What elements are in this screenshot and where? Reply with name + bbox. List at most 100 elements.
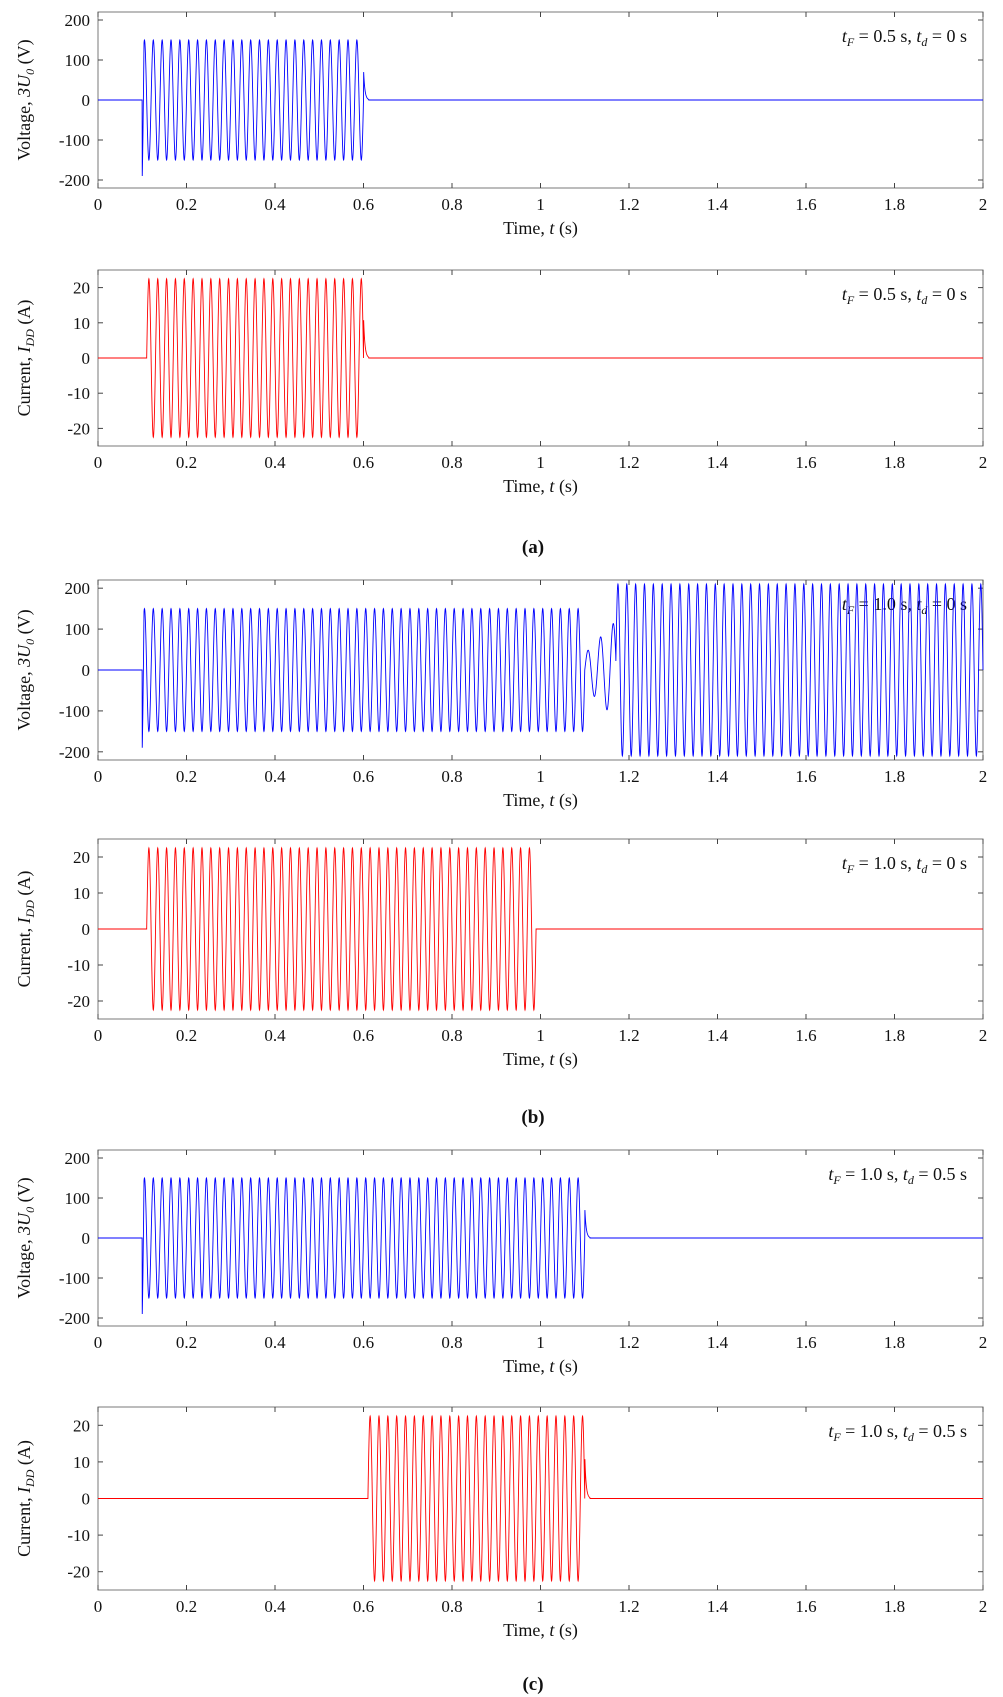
x-tick-label: 2	[979, 767, 988, 786]
y-tick-label: 200	[65, 11, 91, 30]
y-tick-label: 10	[73, 1453, 90, 1472]
chart-a-voltage: 0 0.2 0.4 0.6 0.8 1 1.2 1.4 1.6 1.8 2 200 100 0 -100 -2…	[14, 11, 987, 239]
x-axis-label: Time, t (s)	[503, 1049, 578, 1070]
caption-c: (c)	[522, 1674, 543, 1695]
x-tick-label: 0.2	[176, 767, 197, 786]
y-tick-label: -100	[59, 1269, 90, 1288]
y-tick-label: 200	[65, 1149, 91, 1168]
x-tick-label: 0	[94, 767, 103, 786]
x-axis-label: Time, t (s)	[503, 790, 578, 811]
chart-c-voltage: 0 0.2 0.4 0.6 0.8 1 1.2 1.4 1.6 1.8 2 200 100 0 -100 -2…	[14, 1149, 987, 1377]
series-line-current	[98, 1414, 983, 1583]
x-tick-label: 0	[94, 195, 103, 214]
x-axis-label: Time, t (s)	[503, 1356, 578, 1377]
y-tick-label: 100	[65, 620, 91, 639]
chart-a-current: 0 0.2 0.4 0.6 0.8 1 1.2 1.4 1.6 1.8 2 20 10 0 -10 -20 Ti…	[14, 269, 988, 497]
x-tick-label: 1.2	[618, 767, 639, 786]
x-tick-label: 0.6	[353, 767, 374, 786]
y-tick-label: 0	[82, 1229, 91, 1248]
x-tick-label: 1	[536, 195, 545, 214]
x-tick-label: 0.2	[176, 453, 197, 472]
x-tick-label: 1.6	[795, 767, 816, 786]
x-tick-label: 0.6	[353, 195, 374, 214]
x-tick-label: 1.2	[618, 1597, 639, 1616]
x-tick-label: 0.4	[264, 195, 286, 214]
x-tick-label: 1.4	[707, 1026, 729, 1045]
annotation: tF = 1.0 s, td = 0.5 s	[828, 1421, 967, 1444]
y-tick-label: -20	[67, 1563, 90, 1582]
y-tick-label: -100	[59, 131, 90, 150]
y-tick-label: -20	[67, 419, 90, 438]
x-tick-label: 0.4	[264, 453, 286, 472]
x-tick-label: 1.2	[618, 1333, 639, 1352]
x-tick-label: 0.4	[264, 1597, 286, 1616]
x-tick-label: 2	[979, 1333, 988, 1352]
x-axis-label: Time, t (s)	[503, 476, 578, 497]
x-tick-label: 1.4	[707, 453, 729, 472]
x-tick-label: 0	[94, 1026, 103, 1045]
x-tick-label: 0.4	[264, 767, 286, 786]
x-tick-label: 0.6	[353, 1333, 374, 1352]
x-tick-label: 1.8	[884, 1026, 905, 1045]
x-tick-label: 2	[979, 1026, 988, 1045]
y-tick-label: -200	[59, 1309, 90, 1328]
y-tick-label: -100	[59, 702, 90, 721]
x-tick-label: 0.6	[353, 1026, 374, 1045]
x-tick-label: 1.4	[707, 195, 729, 214]
annotation: tF = 0.5 s, td = 0 s	[842, 26, 967, 49]
series-line-voltage	[98, 1176, 983, 1315]
x-tick-label: 1.8	[884, 195, 905, 214]
x-axis-label: Time, t (s)	[503, 1620, 578, 1641]
x-tick-label: 1.6	[795, 195, 816, 214]
y-tick-label: 0	[82, 349, 91, 368]
chart-b-current: 0 0.2 0.4 0.6 0.8 1 1.2 1.4 1.6 1.8 2 20 10 0 -10 -20 Ti…	[14, 838, 988, 1070]
annotation: tF = 1.0 s, td = 0.5 s	[828, 1164, 967, 1187]
x-tick-label: 1.6	[795, 1026, 816, 1045]
x-tick-label: 0.6	[353, 1597, 374, 1616]
annotation: tF = 0.5 s, td = 0 s	[842, 284, 967, 307]
x-tick-label: 0.4	[264, 1026, 286, 1045]
annotation: tF = 1.0 s, td = 0 s	[842, 594, 967, 617]
x-tick-label: 1.6	[795, 1333, 816, 1352]
x-tick-label: 1.8	[884, 1597, 905, 1616]
x-tick-label: 1.8	[884, 767, 905, 786]
x-tick-label: 0.8	[441, 767, 462, 786]
y-tick-label: 0	[82, 1490, 91, 1509]
x-tick-label: 0.2	[176, 1026, 197, 1045]
x-tick-label: 1	[536, 767, 545, 786]
y-tick-label: 10	[73, 884, 90, 903]
x-tick-label: 0.2	[176, 195, 197, 214]
x-tick-label: 1.4	[707, 1333, 729, 1352]
y-axis-label: Voltage, 3U0 (V)	[14, 609, 37, 730]
y-tick-label: 200	[65, 579, 91, 598]
y-tick-label: 20	[73, 1416, 90, 1435]
x-tick-label: 1	[536, 1333, 545, 1352]
x-tick-label: 0.8	[441, 1026, 462, 1045]
y-tick-label: 20	[73, 848, 90, 867]
x-tick-label: 1.2	[618, 195, 639, 214]
x-tick-label: 1	[536, 453, 545, 472]
y-tick-label: -200	[59, 743, 90, 762]
x-axis-label: Time, t (s)	[503, 218, 578, 239]
series-line-current	[98, 277, 983, 439]
y-tick-label: 10	[73, 314, 90, 333]
x-tick-label: 0.8	[441, 1333, 462, 1352]
y-tick-label: 100	[65, 51, 91, 70]
y-tick-label: -20	[67, 992, 90, 1011]
x-tick-label: 0	[94, 453, 103, 472]
x-tick-label: 1.8	[884, 453, 905, 472]
x-tick-label: 2	[979, 453, 988, 472]
annotation: tF = 1.0 s, td = 0 s	[842, 853, 967, 876]
y-axis-label: Current, IDD (A)	[14, 871, 37, 988]
y-tick-label: 0	[82, 91, 91, 110]
x-tick-label: 0.8	[441, 1597, 462, 1616]
y-tick-label: -10	[67, 1526, 90, 1545]
x-tick-label: 0	[94, 1333, 103, 1352]
y-tick-label: 0	[82, 920, 91, 939]
chart-c-current: 0 0.2 0.4 0.6 0.8 1 1.2 1.4 1.6 1.8 2 20 10 0 -10 -20 Ti…	[14, 1406, 987, 1641]
x-tick-label: 0	[94, 1597, 103, 1616]
x-tick-label: 0.6	[353, 453, 374, 472]
y-tick-label: 100	[65, 1189, 91, 1208]
x-tick-label: 1.4	[707, 1597, 729, 1616]
